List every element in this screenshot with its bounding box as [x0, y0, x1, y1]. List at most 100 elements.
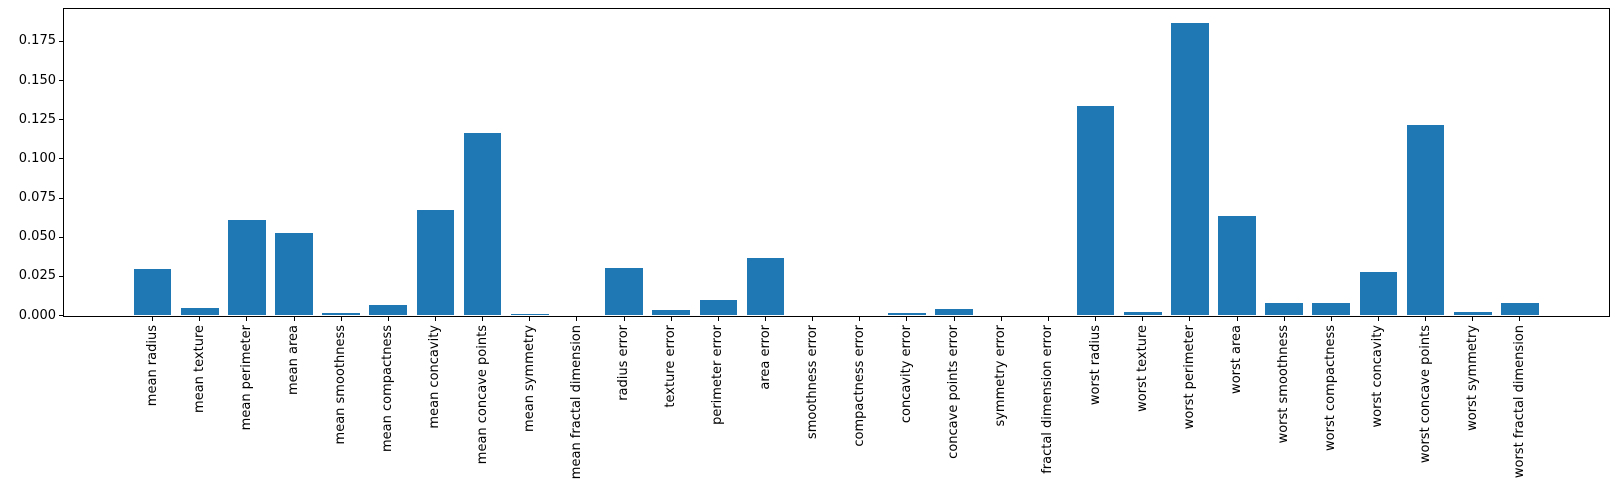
- y-tick-mark: [59, 315, 63, 316]
- x-tick-mark: [1000, 316, 1002, 321]
- x-tick-mark: [1236, 316, 1238, 321]
- x-tick-mark: [1425, 316, 1427, 321]
- bar-mean-concave-points: [463, 133, 502, 316]
- y-tick-label: 0.050: [18, 229, 56, 245]
- bar-concavity-error: [888, 313, 926, 316]
- x-tick-label: area error: [757, 324, 773, 390]
- x-tick-label: symmetry error: [993, 324, 1009, 427]
- bar-worst-compactness: [1312, 303, 1351, 316]
- bar-mean-concavity: [416, 209, 455, 316]
- x-tick-mark: [1472, 316, 1474, 321]
- x-tick-label: worst concavity: [1370, 324, 1386, 427]
- x-tick-mark: [1377, 316, 1379, 321]
- bar-worst-radius: [1076, 106, 1115, 316]
- x-tick-mark: [1519, 316, 1521, 321]
- x-tick-label: concave points error: [946, 324, 962, 459]
- x-tick-label: worst texture: [1134, 324, 1150, 412]
- y-tick-label: 0.100: [18, 150, 56, 166]
- x-tick-label: worst perimeter: [1181, 324, 1197, 429]
- bar-mean-smoothness: [322, 313, 361, 316]
- x-tick-mark: [1189, 316, 1191, 321]
- x-tick-mark: [1330, 316, 1332, 321]
- x-tick-mark: [1047, 316, 1049, 321]
- x-tick-label: mean radius: [144, 324, 160, 406]
- y-tick-label: 0.175: [18, 33, 56, 49]
- x-tick-mark: [482, 316, 484, 321]
- x-tick-mark: [387, 316, 389, 321]
- x-tick-label: perimeter error: [710, 324, 726, 425]
- x-tick-label: mean texture: [191, 324, 207, 413]
- x-tick-label: concavity error: [898, 324, 914, 423]
- x-tick-label: worst smoothness: [1276, 324, 1292, 443]
- x-tick-label: mean perimeter: [238, 324, 254, 430]
- y-tick-mark: [59, 119, 63, 121]
- y-tick-mark: [59, 158, 63, 160]
- x-tick-mark: [765, 316, 767, 321]
- bar-worst-concave-points: [1406, 124, 1445, 316]
- bar-concave-points-error: [935, 309, 973, 316]
- x-tick-mark: [199, 316, 201, 321]
- y-tick-label: 0.025: [18, 268, 56, 284]
- x-tick-label: smoothness error: [804, 324, 820, 439]
- bar-worst-perimeter: [1170, 23, 1209, 316]
- x-tick-label: worst concave points: [1417, 324, 1433, 463]
- bar-radius-error: [605, 268, 643, 316]
- x-tick-mark: [152, 316, 154, 321]
- x-tick-label: worst symmetry: [1464, 324, 1480, 431]
- x-tick-label: texture error: [663, 324, 679, 408]
- y-tick-mark: [59, 236, 63, 238]
- x-tick-mark: [529, 316, 531, 321]
- x-tick-mark: [859, 316, 861, 321]
- x-tick-mark: [340, 316, 342, 321]
- y-tick-mark: [59, 40, 63, 42]
- x-tick-mark: [434, 316, 436, 321]
- x-tick-mark: [1142, 316, 1144, 321]
- x-tick-mark: [670, 316, 672, 321]
- bar-worst-fractal-dimension: [1501, 303, 1539, 316]
- x-tick-mark: [293, 316, 295, 321]
- x-tick-mark: [1283, 316, 1285, 321]
- x-tick-label: worst compactness: [1323, 324, 1339, 451]
- bar-worst-symmetry: [1453, 312, 1492, 316]
- x-tick-label: radius error: [616, 324, 632, 401]
- x-tick-label: mean symmetry: [521, 324, 537, 432]
- y-tick-label: 0.125: [18, 111, 56, 127]
- x-tick-mark: [953, 316, 955, 321]
- bar-mean-texture: [180, 308, 219, 316]
- bar-area-error: [746, 257, 785, 316]
- x-tick-label: mean smoothness: [333, 324, 349, 444]
- x-tick-label: mean fractal dimension: [568, 324, 584, 479]
- bar-worst-area: [1218, 215, 1256, 316]
- x-tick-label: mean concave points: [474, 324, 490, 464]
- x-tick-mark: [717, 316, 719, 321]
- y-tick-label: 0.075: [18, 190, 56, 206]
- y-tick-label: 0.150: [18, 72, 56, 88]
- x-tick-mark: [246, 316, 248, 321]
- y-tick-mark: [59, 275, 63, 277]
- y-tick-label: 0.000: [18, 307, 56, 323]
- x-tick-label: mean area: [286, 324, 302, 395]
- bar-mean-compactness: [369, 305, 408, 316]
- x-tick-mark: [906, 316, 908, 321]
- y-tick-mark: [59, 197, 63, 199]
- bar-worst-texture: [1123, 311, 1162, 316]
- bar-mean-area: [275, 233, 313, 316]
- bar-texture-error: [652, 310, 691, 316]
- bar-worst-concavity: [1359, 271, 1398, 316]
- bar-worst-smoothness: [1265, 303, 1303, 316]
- bar-perimeter-error: [699, 299, 738, 316]
- x-tick-label: compactness error: [851, 324, 867, 447]
- x-tick-mark: [812, 316, 814, 321]
- x-tick-label: mean concavity: [427, 324, 443, 429]
- x-tick-label: worst area: [1229, 324, 1244, 394]
- bar-mean-perimeter: [228, 219, 266, 316]
- y-tick-mark: [59, 80, 63, 82]
- bar-mean-radius: [133, 269, 172, 316]
- x-tick-mark: [623, 316, 625, 321]
- x-tick-label: fractal dimension error: [1040, 324, 1056, 474]
- x-tick-label: worst fractal dimension: [1511, 324, 1527, 478]
- x-tick-label: mean compactness: [380, 324, 396, 452]
- x-tick-mark: [1095, 316, 1097, 321]
- x-tick-label: worst radius: [1087, 324, 1103, 405]
